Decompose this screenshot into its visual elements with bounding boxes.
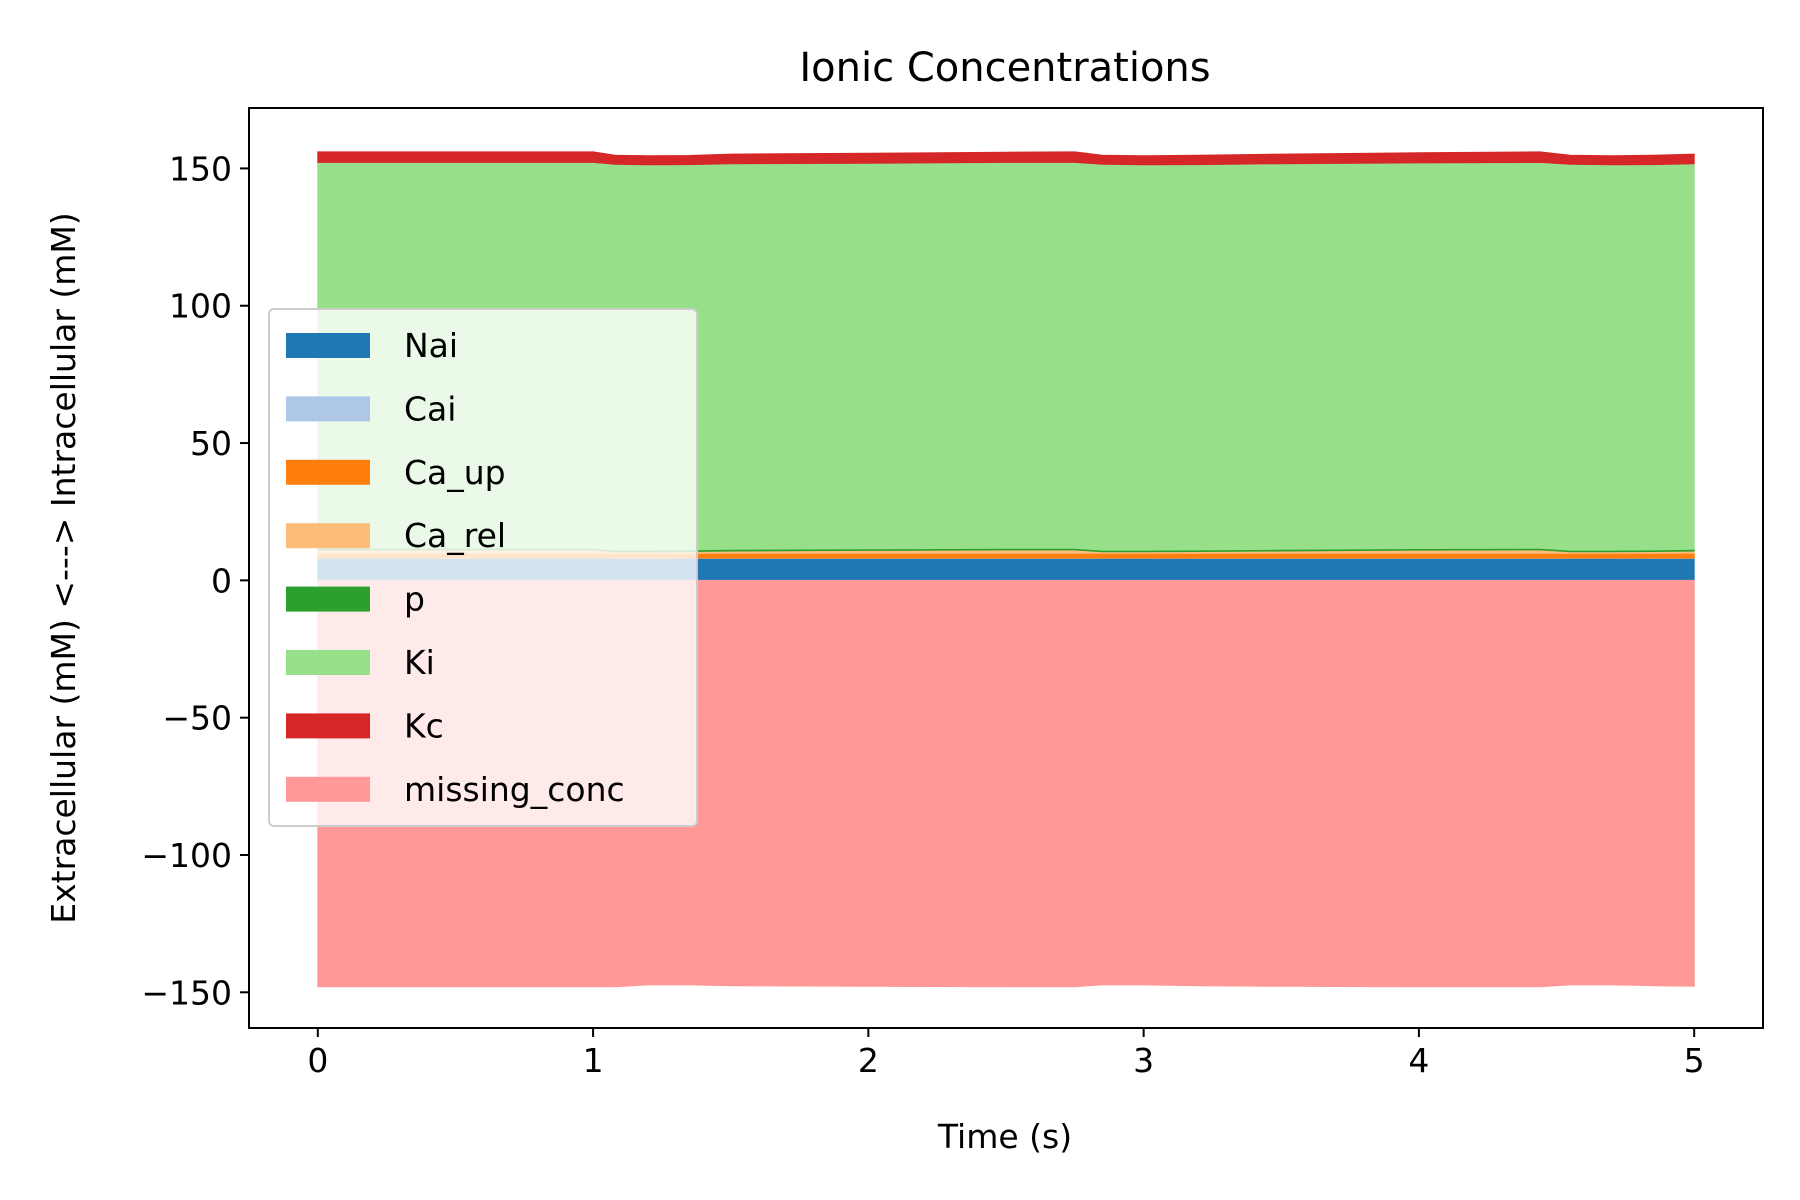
y-tick-label: −100 xyxy=(141,836,232,875)
legend-swatch xyxy=(286,776,370,802)
legend-swatch xyxy=(286,523,370,549)
legend-label: missing_conc xyxy=(404,770,625,809)
legend-label: Ki xyxy=(404,643,435,682)
legend-swatch xyxy=(286,396,370,422)
x-tick-label: 3 xyxy=(1133,1041,1154,1080)
legend-box xyxy=(268,308,698,827)
legend-label: Ca_rel xyxy=(404,516,506,555)
legend-swatch xyxy=(286,650,370,675)
y-axis-ticks: −150 −100 −50 0 50 100 150 xyxy=(141,149,249,1012)
legend-swatch xyxy=(286,459,370,485)
legend-label: Nai xyxy=(404,326,458,365)
area-kc xyxy=(317,151,1695,166)
y-axis-label: Extracellular (mM) <---> Intracellular (… xyxy=(44,212,83,924)
y-tick-label: −150 xyxy=(141,973,232,1012)
y-tick-label: 0 xyxy=(211,561,232,600)
x-tick-label: 2 xyxy=(858,1041,879,1080)
y-tick-label: −50 xyxy=(162,699,232,738)
legend-label: Cai xyxy=(404,389,456,428)
plot-frame xyxy=(248,107,1764,1029)
x-tick-label: 4 xyxy=(1408,1041,1429,1080)
legend-swatch xyxy=(286,586,370,612)
legend-swatch xyxy=(286,713,370,739)
y-tick-label: 100 xyxy=(169,287,232,326)
legend-swatch xyxy=(286,333,370,358)
legend-label: p xyxy=(404,580,425,619)
x-tick-label: 1 xyxy=(583,1041,604,1080)
x-axis-label: Time (s) xyxy=(937,1117,1072,1156)
y-tick-label: 150 xyxy=(169,149,232,188)
x-tick-label: 0 xyxy=(307,1041,328,1080)
x-axis-ticks: 0 1 2 3 4 5 xyxy=(307,1028,1705,1080)
y-tick-label: 50 xyxy=(190,424,232,463)
x-tick-label: 5 xyxy=(1684,1041,1705,1080)
chart-title: Ionic Concentrations xyxy=(799,45,1210,91)
legend-label: Ca_up xyxy=(404,453,506,492)
legend-label: Kc xyxy=(404,706,444,745)
